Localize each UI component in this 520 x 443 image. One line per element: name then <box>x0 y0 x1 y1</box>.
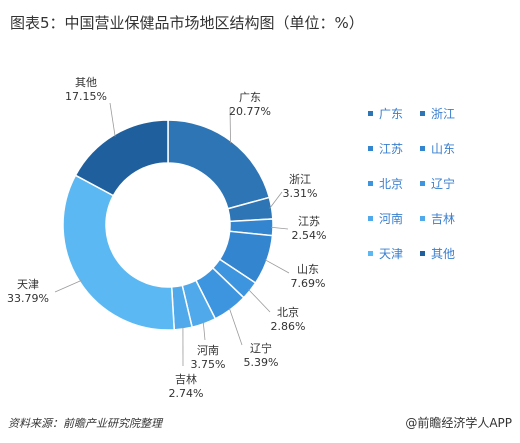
legend-swatch <box>368 216 373 221</box>
brand-mark: @前瞻经济学人APP <box>405 416 512 430</box>
donut-slices <box>62 119 274 331</box>
slice-label-value: 2.86% <box>271 320 306 333</box>
source-note: 资料来源：前瞻产业研究院整理 <box>8 417 162 430</box>
leader-lines <box>54 102 290 367</box>
legend-swatch <box>420 146 425 151</box>
chart-title: 图表5：中国营业保健品市场地区结构图（单位：%） <box>10 14 364 32</box>
legend-swatch <box>368 181 373 186</box>
leader-line <box>229 107 231 144</box>
leader-line <box>228 307 243 346</box>
legend-swatch <box>420 251 425 256</box>
legend-label: 河南 <box>379 211 403 226</box>
legend-swatch <box>420 111 425 116</box>
slice-label-name: 河南 <box>197 344 219 357</box>
slice-0 <box>167 119 271 210</box>
leader-line <box>109 102 116 137</box>
slice-label-value: 20.77% <box>229 105 271 118</box>
slice-label-value: 2.54% <box>292 229 327 242</box>
slice-label-value: 3.75% <box>191 358 226 371</box>
legend-label: 其他 <box>431 247 455 261</box>
legend-label: 山东 <box>431 142 455 156</box>
slice-label-value: 7.69% <box>291 277 326 290</box>
legend-label: 江苏 <box>379 142 403 156</box>
legend-swatch <box>420 181 425 186</box>
legend-swatch <box>368 111 373 116</box>
legend-swatch <box>368 146 373 151</box>
slice-label-name: 其他 <box>75 76 97 89</box>
slice-label-value: 2.74% <box>169 387 204 400</box>
slice-label-name: 吉林 <box>175 372 197 386</box>
slice-label-name: 广东 <box>239 91 261 104</box>
slice-label-name: 江苏 <box>298 215 320 228</box>
donut-chart: 广东20.77%浙江3.31%江苏2.54%山东7.69%北京2.86%辽宁5.… <box>7 76 455 400</box>
slice-label-value: 5.39% <box>244 356 279 369</box>
leader-line <box>264 259 290 274</box>
leader-line <box>269 191 283 209</box>
slice-label-value: 3.31% <box>283 187 318 200</box>
slice-label-value: 33.79% <box>7 292 49 305</box>
legend-label: 吉林 <box>431 212 455 226</box>
slice-label-name: 北京 <box>277 305 299 319</box>
slice-label-name: 山东 <box>297 263 319 276</box>
leader-line <box>270 226 289 230</box>
legend-label: 天津 <box>379 247 403 261</box>
leader-line <box>248 289 271 313</box>
leader-line <box>202 321 206 341</box>
legend-label: 广东 <box>379 107 403 121</box>
legend-swatch <box>420 216 425 221</box>
slice-9 <box>74 119 169 197</box>
legend-label: 浙江 <box>431 107 455 121</box>
slice-label-value: 17.15% <box>65 90 107 103</box>
slice-label-name: 辽宁 <box>250 341 272 355</box>
legend-label: 北京 <box>379 177 403 191</box>
legend-label: 辽宁 <box>431 176 455 191</box>
slice-8 <box>62 174 176 331</box>
slice-label-name: 浙江 <box>289 173 311 186</box>
legend-swatch <box>368 251 373 256</box>
slice-label-name: 天津 <box>17 278 39 291</box>
leader-line <box>54 280 82 293</box>
